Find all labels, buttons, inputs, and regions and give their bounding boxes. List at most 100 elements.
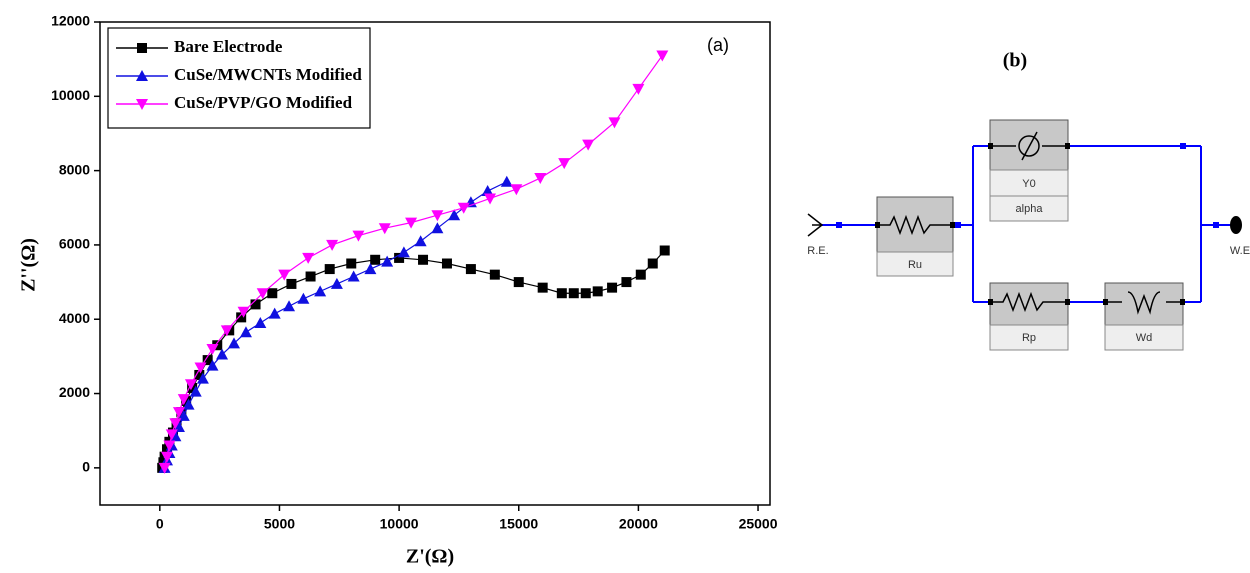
x-tick-label: 0	[156, 516, 164, 532]
component-label: Wd	[1136, 332, 1153, 344]
component-label: alpha	[1016, 203, 1044, 215]
marker	[381, 255, 394, 267]
marker	[161, 451, 173, 463]
y-tick-label: 8000	[59, 161, 90, 177]
marker	[220, 325, 233, 337]
nodes	[836, 143, 1219, 228]
series-line	[161, 250, 666, 468]
marker	[370, 254, 381, 265]
marker	[283, 300, 296, 312]
marker	[448, 209, 461, 221]
marker	[465, 264, 476, 275]
label-boxes	[876, 169, 1184, 351]
marker	[305, 271, 316, 282]
marker	[580, 288, 591, 299]
marker	[172, 420, 185, 432]
y-tick-label: 2000	[59, 384, 90, 400]
marker	[414, 235, 427, 247]
x-tick-label: 20000	[619, 516, 658, 532]
wires	[820, 145, 1232, 303]
marker	[184, 379, 197, 391]
marker	[484, 193, 497, 205]
marker	[136, 99, 148, 110]
marker	[256, 288, 269, 300]
legend-label: Bare Electrode	[174, 37, 283, 56]
marker	[347, 270, 360, 282]
marker	[431, 222, 444, 234]
marker	[607, 282, 618, 293]
marker	[582, 139, 595, 151]
marker	[405, 217, 418, 229]
marker	[189, 385, 202, 397]
legend-box	[107, 27, 371, 129]
marker	[346, 258, 357, 269]
x-axis-label: Z'(Ω)	[406, 546, 454, 568]
marker	[278, 269, 291, 281]
marker	[206, 359, 219, 371]
marker	[326, 239, 339, 251]
circuit-diagram: (b) R.E. W.E	[807, 50, 1250, 351]
marker	[194, 362, 207, 374]
marker	[481, 185, 494, 197]
marker	[397, 246, 410, 258]
marker	[418, 254, 429, 265]
plot-frame	[99, 21, 771, 506]
marker	[177, 409, 190, 421]
component-label: Ru	[908, 259, 922, 271]
we-terminal	[1230, 216, 1242, 234]
marker	[267, 288, 278, 299]
marker	[556, 288, 567, 299]
re-terminal	[807, 213, 824, 237]
y-tick-label: 12000	[51, 13, 90, 29]
marker	[302, 252, 315, 264]
component-label: Rp	[1022, 332, 1036, 344]
y-tick-label: 10000	[51, 87, 90, 103]
symbols	[880, 131, 1180, 315]
marker	[206, 343, 219, 355]
marker	[364, 263, 377, 275]
marker	[500, 175, 513, 187]
marker	[537, 282, 548, 293]
y-tick-label: 0	[82, 459, 90, 475]
marker	[268, 307, 281, 319]
marker	[169, 418, 182, 430]
component-label: Y0	[1022, 178, 1035, 190]
component-boxes	[876, 119, 1184, 326]
legend-label: CuSe/MWCNTs Modified	[174, 65, 362, 84]
marker	[324, 264, 335, 275]
marker	[352, 230, 365, 242]
marker	[431, 210, 444, 222]
marker	[165, 429, 178, 441]
marker	[647, 258, 658, 269]
re-label: R.E.	[807, 245, 828, 257]
marker	[314, 285, 327, 297]
marker	[182, 398, 195, 410]
series-line	[164, 181, 508, 469]
legend-label: CuSe/PVP/GO Modified	[174, 93, 353, 112]
marker	[237, 306, 250, 318]
marker	[592, 286, 603, 297]
marker	[534, 173, 547, 185]
y-tick-label: 6000	[59, 236, 90, 252]
marker	[621, 277, 632, 288]
marker	[632, 83, 645, 95]
marker	[297, 292, 310, 304]
x-tick-label: 15000	[499, 516, 538, 532]
marker	[635, 269, 646, 280]
marker	[330, 277, 343, 289]
marker	[510, 184, 523, 196]
marker	[158, 462, 171, 474]
marker	[558, 158, 571, 170]
marker	[136, 70, 148, 81]
marker	[513, 277, 524, 288]
marker	[196, 372, 209, 384]
x-tick-label: 5000	[264, 516, 295, 532]
x-tick-label: 10000	[380, 516, 419, 532]
we-label: W.E	[1230, 245, 1250, 257]
marker	[254, 316, 267, 328]
pins	[875, 143, 1185, 305]
marker	[177, 394, 190, 406]
marker	[172, 407, 185, 419]
marker	[378, 223, 391, 235]
